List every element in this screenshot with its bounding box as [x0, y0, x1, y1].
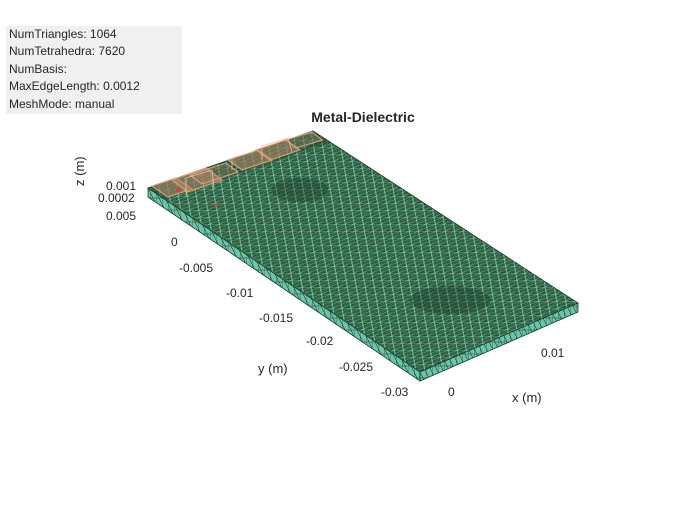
z-axis-label: z (m)	[72, 156, 87, 186]
y-tick-4: -0.01	[226, 286, 254, 300]
metal-traces	[150, 131, 324, 198]
num-basis-text: NumBasis:	[9, 61, 68, 76]
figure-title: Metal-Dielectric	[311, 109, 415, 125]
mesh-info-box: NumTriangles: 1064 NumTetrahedra: 7620 N…	[6, 26, 182, 114]
y-tick-8: -0.03	[381, 385, 409, 399]
max-edge-length-text: MaxEdgeLength: 0.0012	[9, 79, 140, 94]
z-tick-2: 0.0002	[98, 191, 135, 205]
mesh-refinement-region-2	[410, 286, 490, 314]
substrate-right-face	[419, 302, 579, 382]
feed-point-2	[214, 203, 218, 207]
y-axis-label: y (m)	[258, 361, 288, 376]
y-tick-6: -0.02	[306, 334, 334, 348]
mesh-refinement-region	[272, 178, 328, 202]
y-tick-7: -0.025	[339, 360, 374, 374]
z-tick-1: 0.001	[106, 179, 137, 193]
y-tick-1: 0.005	[106, 209, 137, 223]
y-tick-5: -0.015	[259, 311, 294, 325]
y-tick-3: -0.005	[179, 261, 214, 275]
y-tick-2: 0	[171, 235, 178, 249]
mesh-mode-text: MeshMode: manual	[9, 96, 115, 111]
x-axis-label: x (m)	[512, 390, 542, 405]
num-triangles-text: NumTriangles: 1064	[9, 27, 117, 41]
metal-trace-outlines	[185, 137, 293, 196]
x-tick-2: 0.01	[541, 346, 565, 360]
feed-point	[176, 188, 180, 192]
x-tick-1: 0	[448, 385, 455, 399]
num-tetrahedra-text: NumTetrahedra: 7620	[9, 44, 126, 59]
